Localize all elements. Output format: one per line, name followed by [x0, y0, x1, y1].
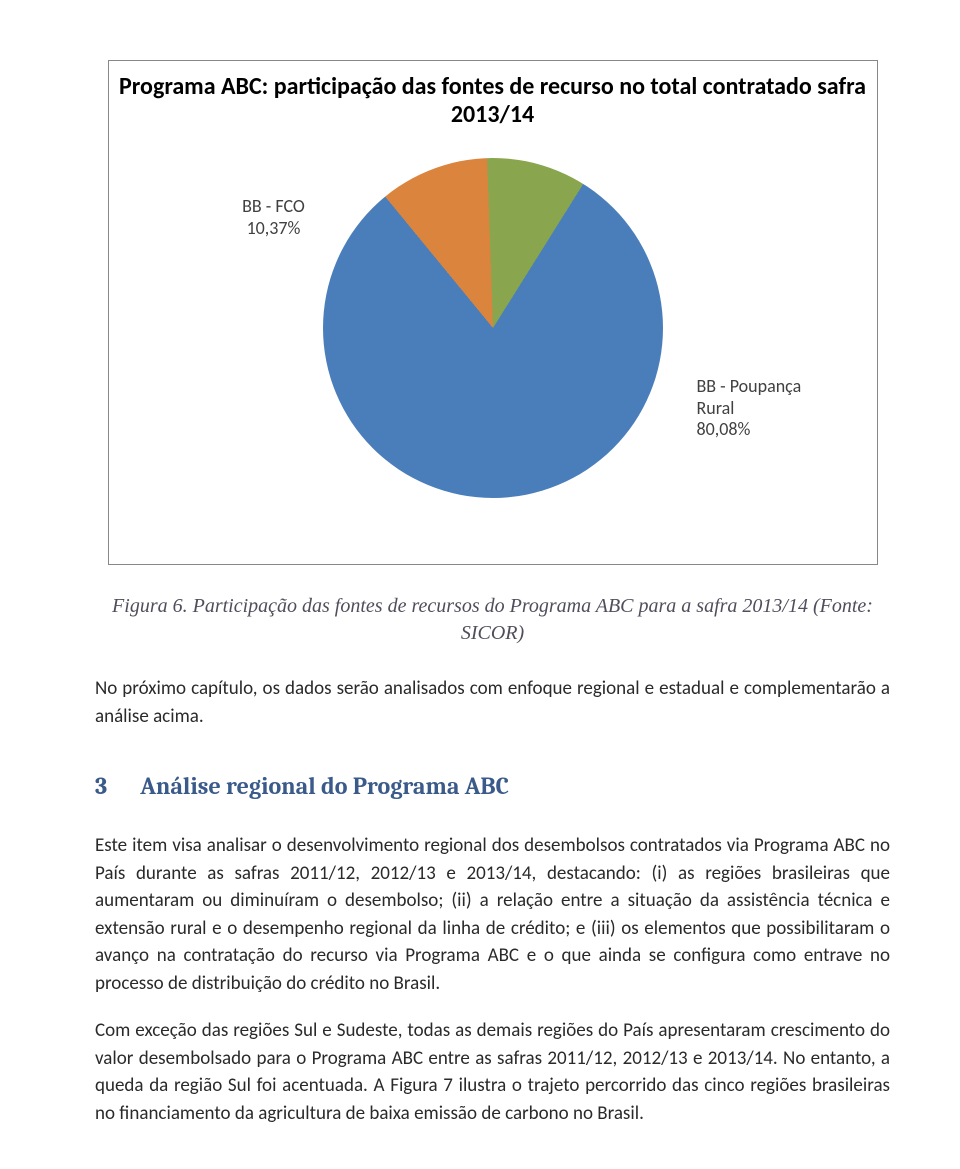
- intro-paragraph: No próximo capítulo, os dados serão anal…: [95, 675, 890, 730]
- chart-title: Programa ABC: participação das fontes de…: [109, 73, 877, 128]
- pie-chart-frame: Programa ABC: participação das fontes de…: [108, 60, 878, 565]
- section-title: Análise regional do Programa ABC: [140, 772, 509, 800]
- section-number: 3: [95, 772, 135, 800]
- section-heading: 3 Análise regional do Programa ABC: [95, 772, 890, 800]
- figure-caption: Figura 6. Participação das fontes de rec…: [95, 593, 890, 647]
- body-paragraph-2: Com exceção das regiões Sul e Sudeste, t…: [95, 1017, 890, 1127]
- pie-slices: [323, 158, 663, 498]
- chart-label-bb-poupanca: BB - PoupançaRural80,08%: [697, 376, 867, 441]
- chart-label-fco: BB - FCO 10,37%: [224, 196, 324, 239]
- pie-chart: [323, 158, 663, 498]
- body-paragraph-1: Este item visa analisar o desenvolviment…: [95, 832, 890, 997]
